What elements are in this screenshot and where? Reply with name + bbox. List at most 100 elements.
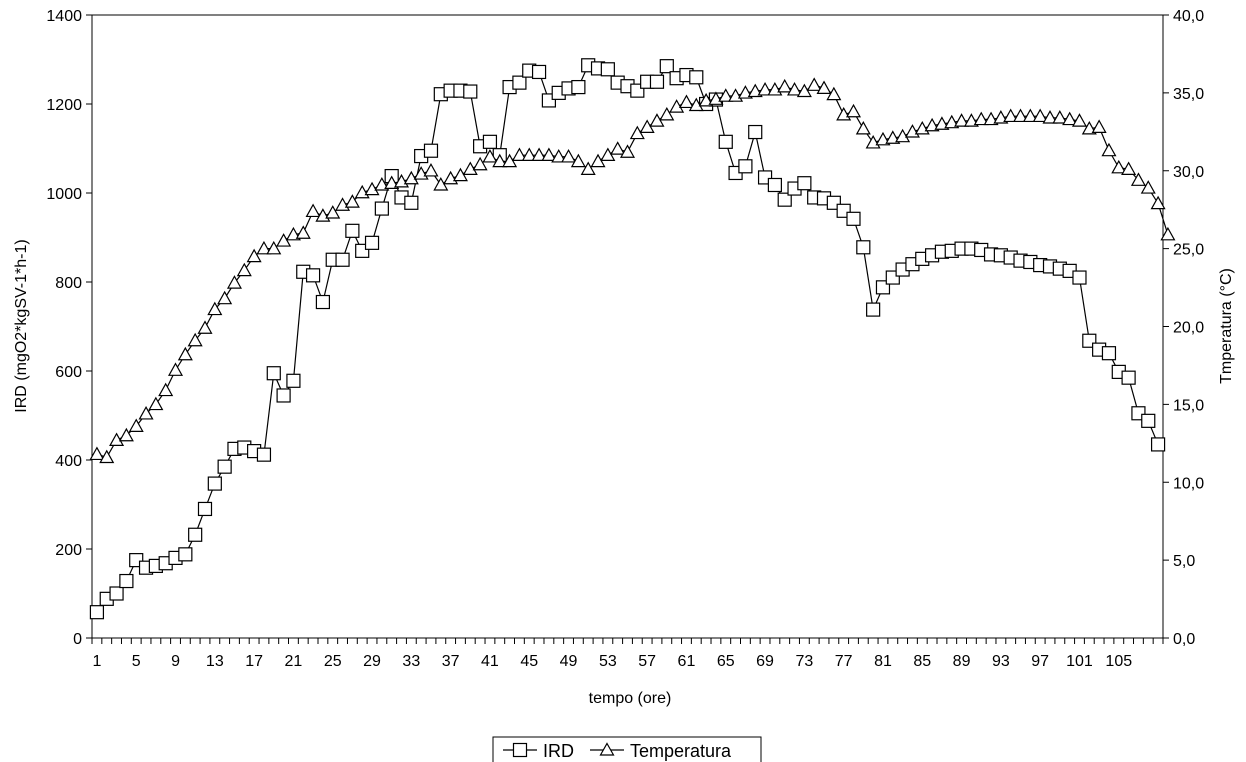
ird-point	[315, 294, 331, 310]
temperatura-point	[462, 161, 478, 175]
x-tick-label: 5	[132, 653, 141, 670]
axes-layer: 0 200 400 600 800 1000 1200 1400 0,0 5,0 10,0 15,0 2…	[46, 8, 1204, 670]
temperatura-point	[344, 194, 360, 208]
x-tick-label: 61	[678, 653, 696, 670]
x-tick-label: 17	[245, 653, 263, 670]
y-right-tick-label: 0,0	[1173, 631, 1195, 648]
y-right-tick-label: 10,0	[1173, 475, 1204, 492]
temperatura-point	[325, 205, 341, 219]
temperatura-point	[384, 175, 400, 190]
ird-point	[188, 527, 203, 542]
ird-point	[718, 134, 733, 149]
series-line-temperatura	[96, 84, 1169, 459]
temperatura-point	[737, 85, 753, 99]
temperatura-point	[109, 432, 125, 446]
x-tick-label: 25	[324, 653, 342, 670]
x-tick-label: 41	[481, 653, 499, 670]
temperatura-point	[492, 153, 508, 168]
legend-ird-label: IRD	[543, 741, 574, 761]
ird-point	[777, 192, 792, 207]
x-tick-label: 9	[171, 653, 180, 670]
ird-point	[846, 211, 861, 226]
temperatura-point	[610, 141, 626, 155]
x-tick-label: 45	[520, 653, 538, 670]
temperatura-point	[688, 97, 704, 112]
ird-point	[276, 388, 291, 403]
ird-point	[649, 74, 665, 89]
temperatura-point	[718, 88, 734, 102]
temperatura-point	[855, 120, 871, 135]
temperatura-point	[158, 382, 174, 397]
y-left-tick-label: 600	[55, 364, 82, 381]
temperatura-point	[944, 114, 960, 129]
temperatura-point	[423, 163, 439, 177]
y-right-tick-label: 15,0	[1173, 397, 1204, 414]
ird-point	[531, 64, 547, 80]
y-right-tick-label: 30,0	[1173, 164, 1204, 181]
temperatura-point	[521, 147, 537, 161]
temperatura-point	[1130, 172, 1146, 186]
temperatura-point	[1091, 119, 1107, 133]
x-tick-label: 97	[1031, 653, 1049, 670]
temperatura-point	[983, 111, 999, 126]
ird-point	[178, 547, 193, 562]
temperatura-point	[1003, 108, 1019, 123]
ird-point	[659, 59, 674, 74]
y-right-tick-label: 20,0	[1173, 320, 1204, 337]
ird-point	[374, 201, 389, 216]
temperatura-point	[1022, 108, 1038, 123]
y-left-tick-label: 200	[55, 542, 82, 559]
temperatura-point	[1111, 159, 1127, 174]
temperatura-point	[482, 148, 498, 163]
ird-point	[286, 373, 301, 388]
temperatura-point	[511, 147, 527, 161]
x-tick-label: 37	[442, 653, 460, 670]
ird-point	[1141, 413, 1156, 428]
ird-point	[463, 84, 478, 99]
x-tick-label: 33	[402, 653, 420, 670]
temperatura-point	[217, 290, 233, 305]
temperatura-point	[1081, 120, 1097, 135]
temperatura-point	[963, 113, 979, 127]
ird-point	[305, 268, 321, 283]
temperatura-point	[954, 113, 970, 127]
ird-point	[207, 476, 222, 491]
temperatura-point	[531, 147, 547, 161]
ird-point	[1072, 270, 1087, 285]
temperatura-point	[993, 110, 1009, 124]
x-tick-label: 49	[560, 653, 578, 670]
temperatura-point	[934, 116, 950, 130]
temperatura-point	[1052, 110, 1068, 124]
temperatura-point	[757, 82, 773, 96]
ird-point	[600, 62, 615, 77]
temperatura-point	[99, 449, 115, 464]
temperatura-point	[806, 77, 822, 91]
temperatura-point	[1013, 108, 1029, 123]
temperatura-point	[551, 148, 567, 163]
x-tick-label: 93	[992, 653, 1010, 670]
legend-temp-label: Temperatura	[630, 741, 732, 761]
ird-point	[423, 143, 439, 158]
x-tick-label: 73	[795, 653, 813, 670]
ird-point	[217, 459, 232, 474]
temperatura-point	[885, 130, 901, 144]
ird-point	[197, 501, 213, 517]
temperatura-point	[128, 418, 144, 432]
temperatura-point	[1101, 142, 1117, 157]
ird-point	[335, 252, 350, 267]
temperatura-point	[678, 94, 694, 109]
x-tick-label: 57	[638, 653, 656, 670]
legend-temp-marker	[599, 742, 615, 756]
ird-point	[482, 134, 498, 149]
ird-point	[364, 235, 380, 250]
x-tick-label: 69	[756, 653, 774, 670]
x-tick-label: 65	[717, 653, 735, 670]
temperatura-point	[845, 103, 862, 118]
x-tick-label: 89	[953, 653, 971, 670]
temperatura-point	[1042, 110, 1058, 124]
temperatura-point	[1140, 180, 1156, 194]
y-right-tick-label: 35,0	[1173, 86, 1204, 103]
plot-frame	[91, 14, 1164, 639]
